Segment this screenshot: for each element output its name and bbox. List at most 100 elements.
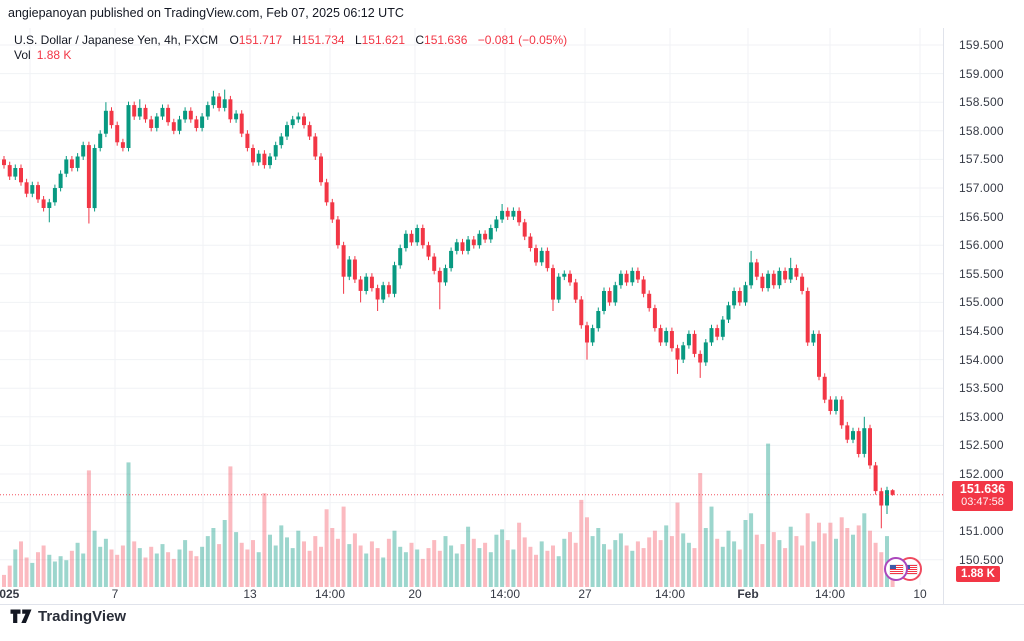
candle-down xyxy=(132,105,137,117)
candle-up xyxy=(183,110,188,120)
candle-down xyxy=(647,293,652,309)
us-flag-event-icon[interactable] xyxy=(884,557,908,581)
price-axis-label: 153.000 xyxy=(959,409,1004,424)
volume-bar xyxy=(143,557,148,587)
candle-up xyxy=(81,145,86,157)
candle-up xyxy=(630,270,635,283)
candle-down xyxy=(120,142,125,148)
volume-bar xyxy=(217,544,222,587)
candle-down xyxy=(545,250,550,269)
volume-bar xyxy=(302,541,306,587)
candle-down xyxy=(822,376,827,400)
candle-up xyxy=(364,276,369,291)
price-axis-label: 151.000 xyxy=(959,524,1004,539)
candle-down xyxy=(868,428,872,466)
candle-up xyxy=(415,228,420,243)
candle-down xyxy=(437,270,442,283)
candle-up xyxy=(466,239,471,251)
candle-up xyxy=(494,219,499,229)
volume-bar xyxy=(562,538,567,587)
volume-bar xyxy=(30,562,35,587)
volume-bar xyxy=(109,549,114,587)
time-axis-label: 10 xyxy=(913,587,927,601)
candle-down xyxy=(675,348,680,360)
volume-bar xyxy=(160,544,165,587)
volume-bar xyxy=(381,557,386,587)
volume-bar xyxy=(13,549,18,587)
volume-axis-badge: 1.88 K xyxy=(956,566,1000,582)
volume-bar xyxy=(652,530,657,587)
candle-up xyxy=(200,116,205,128)
volume-bar xyxy=(296,530,301,587)
volume-bar xyxy=(573,542,578,587)
candle-down xyxy=(568,273,572,283)
time-axis-label: 7 xyxy=(111,587,119,601)
candle-down xyxy=(352,259,357,280)
volume-bar xyxy=(7,565,12,587)
volume-bar xyxy=(398,546,403,587)
volume-bar xyxy=(449,545,454,587)
volume-bar xyxy=(19,541,23,587)
volume-bar xyxy=(805,513,810,587)
volume-bar xyxy=(551,545,555,587)
volume-bar xyxy=(879,552,884,587)
volume-value: 1.88 K xyxy=(36,48,72,62)
candle-up xyxy=(686,333,691,346)
volume-bar xyxy=(488,552,493,587)
bar-countdown: 03:47:58 xyxy=(961,495,1004,508)
tradingview-attribution-logo[interactable]: TradingView xyxy=(10,608,126,625)
volume-bar xyxy=(483,542,488,587)
volume-bar xyxy=(647,537,652,587)
volume-bar xyxy=(539,541,544,587)
candle-up xyxy=(834,399,838,411)
volume-bar xyxy=(154,553,159,587)
candle-down xyxy=(302,116,306,126)
candle-down xyxy=(369,276,374,289)
candle-up xyxy=(443,268,448,283)
candle-down xyxy=(483,233,488,240)
ohlc-open: O151.717 xyxy=(229,33,283,47)
candle-down xyxy=(783,270,788,280)
volume-bar xyxy=(822,533,827,587)
candle-up xyxy=(539,250,544,263)
candle-down xyxy=(890,490,895,495)
volume-bar xyxy=(115,554,120,587)
volume-bar xyxy=(868,530,872,587)
candle-up xyxy=(52,188,57,203)
candle-down xyxy=(7,165,12,177)
price-axis-separator xyxy=(943,28,944,605)
symbol-title[interactable]: U.S. Dollar / Japanese Yen, 4h, FXCM xyxy=(14,33,219,47)
volume-bar xyxy=(352,533,357,587)
candle-up xyxy=(137,107,142,117)
candle-down xyxy=(239,113,244,134)
price-axis-label: 150.500 xyxy=(959,552,1004,567)
candle-down xyxy=(194,119,199,128)
tradingview-logo-text: TradingView xyxy=(38,608,127,625)
volume-bar xyxy=(794,536,799,587)
candle-up xyxy=(273,145,278,157)
candle-up xyxy=(222,99,227,108)
volume-bar xyxy=(324,509,329,587)
candle-down xyxy=(817,333,821,377)
volume-bar xyxy=(166,552,171,587)
volume-bar xyxy=(75,542,80,587)
volume-bar xyxy=(590,536,595,587)
volume-bar xyxy=(534,554,538,587)
volume-bar xyxy=(2,574,6,587)
volume-bar xyxy=(149,546,154,587)
volume-bar xyxy=(817,522,821,587)
volume-bar xyxy=(358,545,363,587)
ohlc-close: C151.636 xyxy=(415,33,468,47)
candle-up xyxy=(862,428,867,454)
volume-bar xyxy=(364,553,369,587)
volume-bar xyxy=(669,536,674,587)
candle-down xyxy=(358,279,363,291)
volume-bar xyxy=(234,532,239,587)
candle-up xyxy=(211,96,216,106)
candle-down xyxy=(624,273,629,283)
volume-bar xyxy=(505,540,510,587)
volume-bar xyxy=(585,517,589,587)
chart-legend[interactable]: U.S. Dollar / Japanese Yen, 4h, FXCM O15… xyxy=(14,33,567,63)
economic-event-markers[interactable] xyxy=(884,557,924,583)
